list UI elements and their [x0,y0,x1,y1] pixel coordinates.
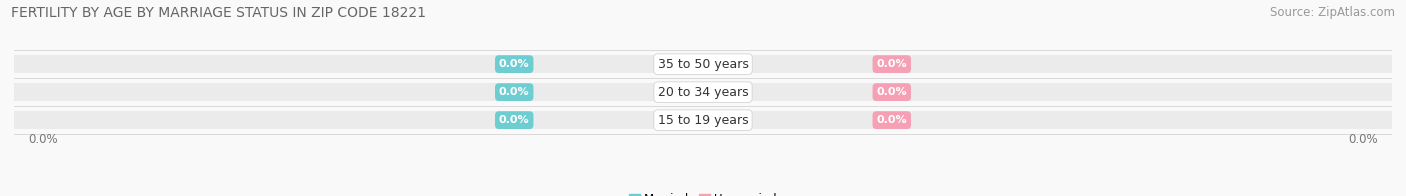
Text: 0.0%: 0.0% [876,87,907,97]
Text: 0.0%: 0.0% [499,115,530,125]
Text: Source: ZipAtlas.com: Source: ZipAtlas.com [1270,6,1395,19]
Text: 0.0%: 0.0% [28,133,58,146]
Legend: Married, Unmarried: Married, Unmarried [628,193,778,196]
Text: 0.0%: 0.0% [499,87,530,97]
Text: 0.0%: 0.0% [1348,133,1378,146]
Text: FERTILITY BY AGE BY MARRIAGE STATUS IN ZIP CODE 18221: FERTILITY BY AGE BY MARRIAGE STATUS IN Z… [11,6,426,20]
Bar [14,83,1392,101]
Text: 0.0%: 0.0% [876,59,907,69]
Bar [14,55,1392,73]
Text: 0.0%: 0.0% [499,59,530,69]
Bar [14,112,1392,129]
Text: 0.0%: 0.0% [876,115,907,125]
Text: 20 to 34 years: 20 to 34 years [658,86,748,99]
Text: 15 to 19 years: 15 to 19 years [658,114,748,127]
Text: 35 to 50 years: 35 to 50 years [658,58,748,71]
